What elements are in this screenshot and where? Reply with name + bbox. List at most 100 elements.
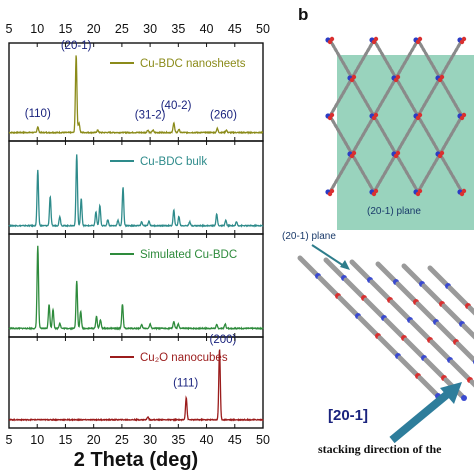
panel-frame [8,336,264,429]
linker-strut [328,38,354,80]
layer-segment [409,319,431,341]
stacking-caption: stacking direction of the [318,442,442,456]
linker-strut [394,152,420,194]
lattice-network [325,36,467,197]
layer-segment [421,283,443,305]
oxygen-atom [415,191,421,197]
stacking-direction-arrow [389,382,462,444]
linker-strut [438,38,464,80]
plane-callout-arrowhead [340,260,350,270]
plane-callout-arrow [311,244,348,269]
layer-segment [375,261,397,283]
linker-strut [372,152,398,194]
oxygen-atom [459,191,465,197]
linker-strut [328,114,354,156]
linker-strut [350,76,376,118]
x-tick-label-bottom: 5 [6,433,13,447]
oxygen-atom [327,39,333,45]
x-tick-label-top: 30 [143,22,157,36]
layer-segment [349,259,371,281]
linker-strut [372,76,398,118]
x-tick-label-top: 35 [171,22,185,36]
x-tick-label-top: 25 [115,22,129,36]
linker-strut [438,76,464,118]
x-tick-label-bottom: 20 [87,433,101,447]
legend-label: Simulated Cu-BDC [140,249,237,261]
linker-strut [416,152,442,194]
layer-segment [397,355,419,377]
x-tick-label-bottom: 30 [143,433,157,447]
layer-segment [363,297,385,319]
x-tick-label-bottom: 15 [58,433,72,447]
panel-frame [8,140,264,235]
oxygen-atom [327,115,333,121]
layer-segment [435,321,457,343]
linker-strut [416,76,442,118]
layer-segment [417,375,439,397]
oxygen-atom [371,191,377,197]
linker-strut [372,38,398,80]
layer-segment [401,263,423,285]
linker-strut [328,76,354,118]
layer-segment [343,277,365,299]
plane-callout-label: (20-1) plane [282,231,336,242]
xrd-panel: Cu₂O nanocubes (200) (111) [8,334,264,429]
xrd-panel: Simulated Cu-BDC [8,233,264,338]
layer-segment [449,359,471,381]
linker-strut [350,38,376,80]
peak-label: (110) [25,108,51,120]
linker-strut [394,38,420,80]
legend-label: Cu-BDC nanosheets [140,58,246,70]
xrd-panels: Cu-BDC nanosheets (20-1) (110) (31-2)(40-2)… [8,40,264,429]
stacked-layer [375,261,474,365]
layer-segment [403,337,425,359]
x-axis-ticks: 5 5 10 10 15 15 20 20 25 25 30 30 35 35 40 40 45 45 50 50 [6,22,270,447]
oxygen-atom [371,39,377,45]
plane-lattice-illustration: (20-1) plane [325,36,474,230]
peak-label: (200) [209,334,236,346]
panel-b: b (20-1) plane (20-1) plane [20-1] stack… [282,5,474,456]
linker-strut [416,38,442,80]
linker-strut [350,152,376,194]
x-tick-label-top: 10 [30,22,44,36]
stacked-layers [297,255,474,401]
legend-label: Cu-BDC bulk [140,156,207,168]
peak-label: (31-2) [135,110,166,122]
layer-segment [369,279,391,301]
metal-node [461,395,467,401]
xrd-panel: Cu-BDC nanosheets (20-1) (110) (31-2)(40-2)… [8,40,264,142]
linker-strut [438,152,464,194]
plane-label: (20-1) plane [367,206,421,217]
layer-segment [395,281,417,303]
linker-strut [328,152,354,194]
x-tick-label-top: 50 [256,22,270,36]
linker-strut [416,114,442,156]
x-tick-label-bottom: 45 [228,433,242,447]
peak-label: (20-1) [61,40,92,52]
series-line [8,245,264,331]
stacked-layer [349,259,474,388]
layer-segment [467,305,474,316]
layer-segment [441,303,463,325]
layer-segment [427,265,449,287]
layer-segment [389,299,411,321]
x-tick-label-top: 20 [87,22,101,36]
layer-segment [447,285,469,307]
layer-segment [337,295,359,317]
oxygen-atom [349,153,355,159]
layer-segment [383,317,405,339]
layer-segment [323,257,345,279]
peak-label: (260) [210,110,237,122]
linker-strut [394,114,420,156]
peak-label: (111) [173,378,198,390]
layer-segment [461,323,474,340]
stacked-layer [427,265,474,316]
x-tick-label-top: 5 [6,22,13,36]
layer-segment [429,339,451,361]
x-tick-label-bottom: 35 [171,433,185,447]
oxygen-atom [415,115,421,121]
layer-segment [317,275,339,297]
linker-strut [372,114,398,156]
layer-segment [415,301,437,323]
